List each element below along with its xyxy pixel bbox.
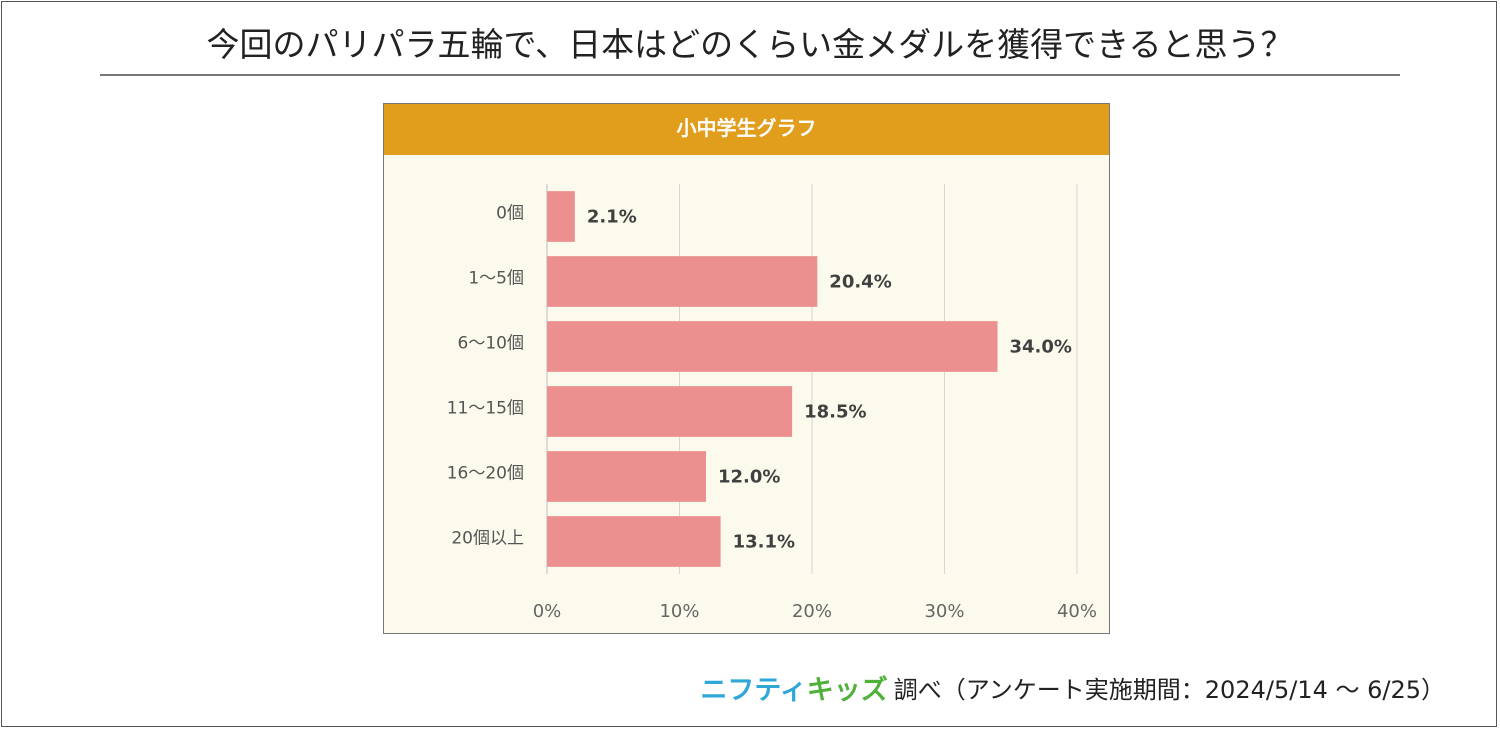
bar-4 [547,451,706,502]
logo-text-kids: キッズ [806,675,888,706]
title-divider [100,74,1400,76]
x-tick-label-10: 10% [659,601,699,622]
value-label-5: 13.1% [733,532,795,553]
survey-period-text: 調べ（アンケート実施期間：2024/5/14 ～ 6/25） [893,676,1445,704]
value-label-2: 34.0% [1010,337,1072,358]
bar-1 [547,256,818,307]
niftykids-logo: ニフティ キッズ [700,668,887,707]
value-label-3: 18.5% [804,402,866,423]
value-label-0: 2.1% [587,207,637,228]
logo-text-nifty: ニフティ [700,675,807,706]
chart-panel-title: 小中学生グラフ [384,104,1109,155]
bar-5 [547,516,721,567]
footer-credit: ニフティ キッズ 調べ（アンケート実施期間：2024/5/14 ～ 6/25） [700,668,1445,707]
bar-chart: 0個 2.1% 1～5個 20.4% 6～10個 34.0% 11～15個 18.5% 16～2… [447,184,1097,622]
chart-panel: 0個 2.1% 1～5個 20.4% 6～10個 34.0% 11～15個 18.5% 16～2… [383,103,1110,634]
category-label-0: 0個 [496,204,524,224]
x-tick-label-30: 30% [924,601,964,622]
bar-3 [547,386,793,437]
bar-2 [547,321,998,372]
category-label-1: 1～5個 [468,269,524,289]
page-title: 今回のパリパラ五輪で、日本はどのくらい金メダルを獲得できると思う？ [206,25,1294,64]
category-label-5: 20個以上 [451,529,524,549]
category-label-2: 6～10個 [458,334,524,354]
value-label-1: 20.4% [829,272,891,293]
bar-0 [547,191,575,242]
x-tick-label-0: 0% [533,601,562,622]
category-label-4: 16～20個 [447,464,524,484]
value-label-4: 12.0% [718,467,780,488]
x-tick-label-20: 20% [792,601,832,622]
category-label-3: 11～15個 [447,399,524,419]
x-tick-label-40: 40% [1057,601,1097,622]
